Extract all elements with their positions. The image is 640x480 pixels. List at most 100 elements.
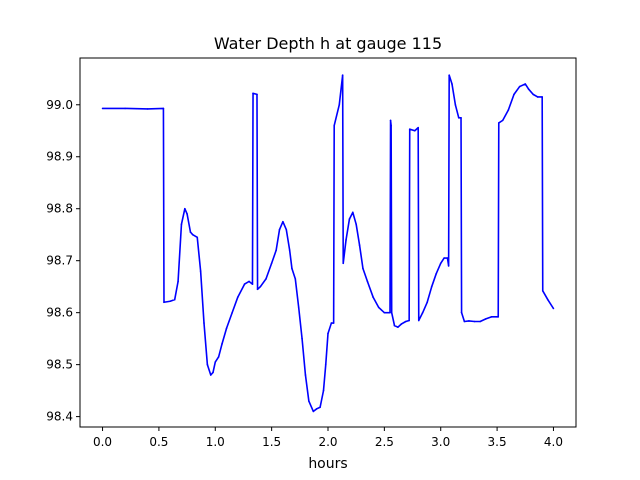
plot-area: 0.0 0.5 1.0 1.5 2.0 2.5 3.0 3.5 4.0 98.4 98.5 98.6… — [46, 57, 577, 449]
data-point — [124, 107, 126, 110]
x-tick-label: 1.5 — [262, 435, 281, 449]
data-point — [463, 320, 466, 323]
data-point — [315, 408, 318, 410]
data-point — [426, 301, 429, 304]
data-point — [389, 119, 392, 122]
data-point — [383, 311, 386, 314]
x-tick-label: 0.0 — [93, 435, 112, 449]
data-point — [497, 316, 500, 318]
y-tick-label: 98.9 — [46, 150, 73, 164]
data-point — [312, 410, 315, 413]
data-point — [372, 296, 374, 298]
data-point — [294, 278, 297, 280]
data-point — [214, 361, 217, 363]
data-point — [282, 220, 284, 223]
data-point — [206, 363, 209, 366]
data-point — [191, 233, 194, 236]
data-point — [460, 311, 463, 314]
data-point — [460, 116, 462, 119]
data-point — [341, 74, 344, 76]
data-point — [169, 300, 171, 303]
data-point — [518, 85, 521, 88]
data-point — [196, 236, 199, 239]
data-point — [251, 283, 254, 285]
y-tick-label: 98.8 — [46, 202, 73, 216]
x-tick-label: 2.0 — [318, 435, 337, 449]
data-point — [278, 228, 281, 231]
data-point — [237, 296, 239, 298]
x-axis-label: hours — [308, 456, 347, 472]
data-point — [439, 262, 442, 265]
data-point — [177, 280, 179, 283]
data-point — [451, 83, 453, 85]
data-point — [270, 262, 273, 265]
data-point — [541, 96, 543, 98]
data-point — [173, 298, 176, 301]
data-point — [162, 107, 165, 110]
data-point — [203, 322, 205, 324]
x-tick-label: 1.0 — [206, 435, 225, 449]
data-point — [304, 374, 307, 376]
data-point — [468, 320, 470, 322]
data-point — [256, 288, 259, 291]
data-point — [377, 306, 380, 309]
data-point — [454, 103, 457, 106]
data-point — [297, 306, 300, 309]
x-tick-label: 0.5 — [149, 435, 168, 449]
data-point — [393, 324, 396, 327]
data-point — [248, 280, 250, 283]
data-point — [184, 207, 186, 210]
data-point — [348, 218, 351, 220]
data-point — [209, 374, 212, 376]
data-point — [285, 228, 288, 231]
data-point — [404, 320, 407, 323]
data-point — [479, 320, 481, 323]
series-points — [101, 74, 555, 413]
data-point — [330, 322, 333, 324]
data-point — [430, 285, 433, 288]
data-point — [186, 213, 188, 215]
data-point — [352, 211, 354, 214]
data-point — [435, 272, 438, 275]
data-point — [448, 74, 450, 76]
data-point — [536, 96, 539, 98]
data-point — [252, 92, 254, 95]
data-point — [390, 311, 393, 314]
data-point — [524, 83, 527, 85]
data-point — [547, 298, 549, 301]
data-point — [497, 122, 500, 124]
data-point — [443, 257, 445, 259]
data-point — [408, 128, 411, 130]
data-point — [417, 319, 420, 322]
data-point — [446, 257, 449, 259]
data-point — [189, 231, 192, 233]
data-point — [447, 265, 450, 267]
data-point — [532, 93, 534, 96]
y-tick-label: 98.7 — [46, 254, 73, 268]
data-point — [355, 223, 357, 226]
data-point — [485, 318, 487, 320]
data-point — [333, 124, 336, 127]
data-point — [473, 320, 476, 323]
x-tick-label: 3.0 — [431, 435, 450, 449]
data-point — [457, 116, 460, 119]
data-point — [501, 119, 504, 122]
data-point — [322, 389, 325, 392]
data-point — [221, 343, 223, 345]
data-point — [275, 249, 277, 252]
data-point — [308, 400, 310, 402]
data-point — [490, 316, 493, 318]
data-point — [327, 332, 329, 335]
y-tick-label: 99.0 — [46, 98, 73, 112]
data-point — [390, 124, 392, 127]
data-point — [414, 129, 416, 132]
data-point — [345, 239, 347, 241]
x-tick-label: 3.5 — [488, 435, 507, 449]
y-axis: 98.4 98.5 98.6 98.7 98.8 98.9 99.0 — [46, 98, 80, 424]
chart-title: Water Depth h at gauge 115 — [214, 34, 442, 53]
data-point — [389, 311, 391, 314]
data-point — [324, 363, 327, 366]
data-point — [265, 278, 267, 280]
